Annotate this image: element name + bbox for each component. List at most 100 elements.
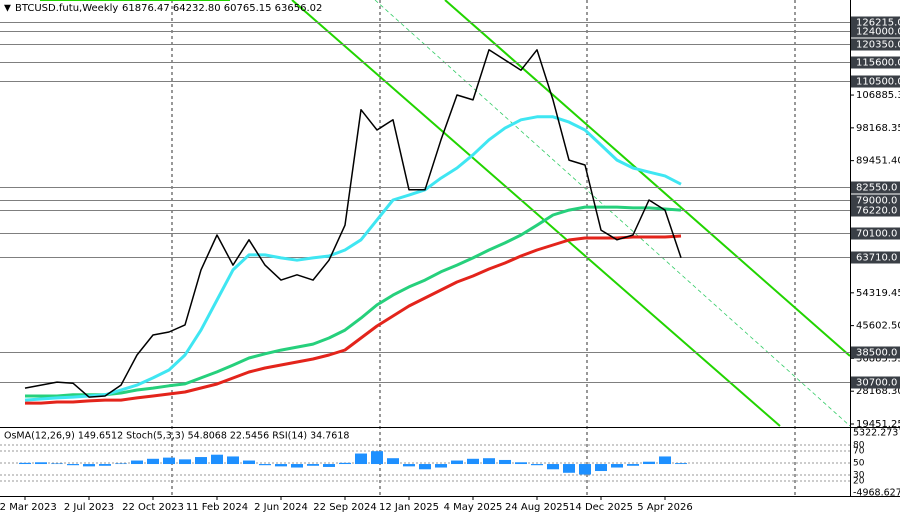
- y2-tick-label: 20: [853, 477, 865, 487]
- level-label-box: [851, 346, 900, 359]
- osma-bar: [339, 462, 351, 465]
- level-label-box: [851, 181, 900, 194]
- level-label-box: [851, 56, 900, 69]
- osma-bar: [243, 460, 255, 465]
- trend-channel: [40, 0, 851, 427]
- level-label: 115600.0: [856, 58, 900, 69]
- level-label-box: [851, 25, 900, 38]
- y-tick-label: 5322.2737: [853, 428, 900, 439]
- osma-bar: [371, 451, 383, 465]
- level-label: 38500.0: [856, 348, 897, 359]
- y-tick-label: 54319.45: [856, 288, 900, 299]
- channel-midline: [374, 0, 851, 427]
- x-tick-label: 14 Dec 2025: [569, 502, 633, 513]
- level-label: 126215.0: [856, 18, 900, 29]
- osma-bar: [547, 464, 559, 470]
- y2-tick-label: 50: [853, 459, 865, 469]
- collapse-icon[interactable]: ▼: [4, 4, 11, 14]
- osma-bar: [579, 464, 591, 475]
- x-tick-label: 2 Jun 2024: [254, 502, 308, 513]
- osma-bar: [67, 464, 79, 466]
- level-label-box: [851, 204, 900, 217]
- x-tick-label: 4 May 2025: [444, 502, 503, 513]
- osma-bar: [467, 458, 479, 465]
- level-label: 79000.0: [856, 196, 897, 207]
- osma-bar: [403, 464, 415, 467]
- level-label-box: [851, 75, 900, 88]
- osma-bar: [179, 459, 191, 465]
- x-tick-label: 22 Sep 2024: [313, 502, 376, 513]
- level-label-box: [851, 376, 900, 389]
- y-tick-label: 89451.40: [856, 156, 900, 167]
- x-tick-label: 11 Feb 2024: [186, 502, 248, 513]
- osma-bar: [195, 457, 207, 465]
- osma-bar: [115, 463, 127, 465]
- osma-bar: [163, 457, 175, 465]
- level-label: 30700.0: [856, 378, 897, 389]
- osma-bar: [51, 463, 63, 465]
- series-line: [24, 49, 682, 398]
- level-label-box: [851, 194, 900, 207]
- osma-bar: [499, 459, 511, 465]
- channel-line: [444, 0, 851, 357]
- osma-bar: [387, 458, 399, 465]
- osma-bar: [659, 456, 671, 465]
- level-label-box: [851, 38, 900, 51]
- osma-bar: [611, 464, 623, 468]
- osma-bar: [419, 464, 431, 470]
- osma-bar: [275, 464, 287, 467]
- level-label: 82550.0: [856, 183, 897, 194]
- y-tick-label: 28168.30: [856, 386, 900, 397]
- osma-bar: [83, 464, 95, 467]
- level-label: 124000.0: [856, 27, 900, 38]
- level-label: 110500.0: [856, 77, 900, 88]
- osma-bar: [147, 458, 159, 465]
- x-tick-label: 2 Jul 2023: [64, 502, 114, 513]
- osma-bar: [435, 464, 447, 468]
- osma-bar: [307, 464, 319, 466]
- osma-bar: [323, 464, 335, 467]
- symbol: BTCUSD.futu,Weekly: [15, 3, 118, 14]
- osma-bar: [19, 462, 31, 465]
- osma-bar: [451, 460, 463, 465]
- osma-bar: [99, 464, 111, 466]
- y2-tick-label: 70: [853, 447, 865, 457]
- indicator-title: OsMA(12,26,9) 149.6512 Stoch(5,3,3) 54.8…: [4, 431, 349, 442]
- osma-bar: [595, 464, 607, 472]
- level-label-box: [851, 227, 900, 240]
- x-tick-label: 22 Oct 2023: [122, 502, 184, 513]
- level-label: 70100.0: [856, 229, 897, 240]
- osma-bar: [483, 458, 495, 465]
- osma-bar: [675, 463, 687, 465]
- x-tick-label: 24 Aug 2025: [505, 502, 569, 513]
- osma-bar: [227, 456, 239, 465]
- y-tick-label: 106885.30: [856, 90, 900, 101]
- osma-bar: [211, 454, 223, 465]
- level-label: 120350.0: [856, 40, 900, 51]
- series-line: [25, 234, 682, 405]
- series-line: [24, 115, 682, 402]
- level-label: 63710.0: [856, 253, 897, 264]
- osma-bar: [259, 464, 271, 466]
- osma-bar: [291, 464, 303, 468]
- y-tick-label: 98168.35: [856, 123, 900, 134]
- ohlc: 61876.47 64232.80 60765.15 63656.02: [122, 3, 322, 14]
- y2-tick-label: 30: [853, 471, 865, 481]
- x-tick-label: 5 Apr 2026: [637, 502, 692, 513]
- osma-bar: [131, 460, 143, 465]
- osma-bar: [643, 461, 655, 465]
- osma-bar: [531, 464, 543, 466]
- osma-bar: [563, 464, 575, 473]
- y-tick-label: 36885.55: [856, 353, 900, 364]
- vertical-grid: [171, 0, 796, 496]
- y-tick-label: 19451.25: [856, 419, 900, 430]
- channel-line: [291, 0, 781, 427]
- x-tick-label: 12 Mar 2023: [0, 502, 57, 513]
- y-tick-label: 45602.50: [856, 321, 900, 332]
- y-tick-label: -4968.6279: [853, 488, 900, 499]
- y2-tick-label: 80: [853, 441, 865, 451]
- osma-bar: [627, 464, 639, 466]
